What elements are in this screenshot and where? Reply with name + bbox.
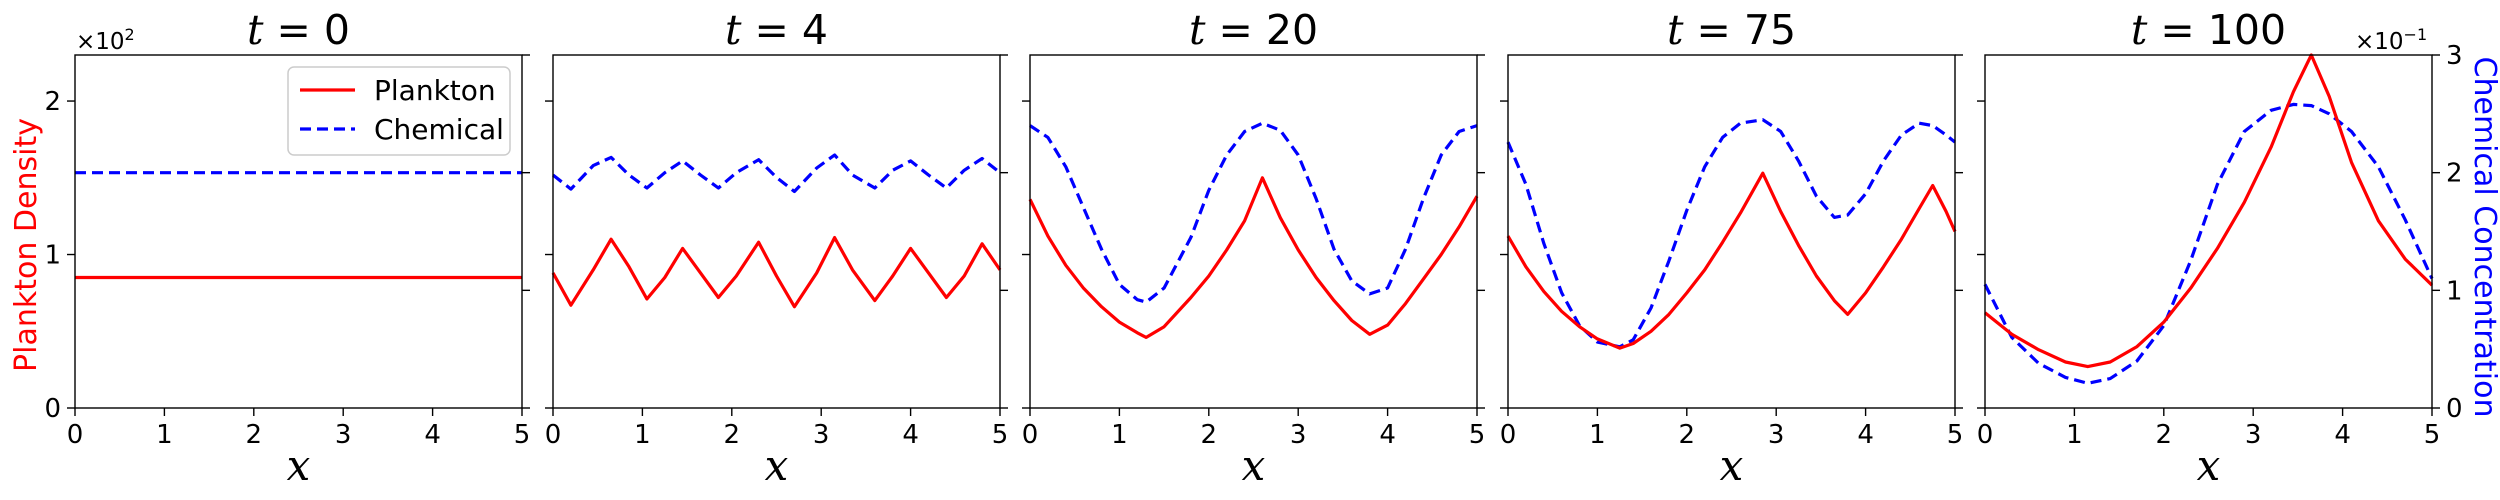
x-axis-label: x [765,441,789,490]
x-tick-label: 3 [813,420,830,450]
x-tick-label: 3 [1290,420,1307,450]
plankton-line [1028,176,1479,339]
legend-chemical-label: Chemical [374,113,504,146]
x-tick-label: 1 [1589,420,1606,450]
x-tick-label: 5 [1469,420,1486,450]
x-axis-label: x [287,441,311,490]
panel-title-0: t = 0 [247,6,350,54]
x-tick-label: 4 [1857,420,1874,450]
plankton-line [551,236,1002,309]
x-tick-label: 4 [424,420,441,450]
x-tick-label: 1 [156,420,173,450]
plankton-line [1983,53,2434,369]
panel-title-value: = 20 [1205,6,1318,54]
x-tick-label: 4 [902,420,919,450]
left-multiplier: ×102 [76,25,135,55]
axes-frame [74,54,523,409]
panel-3: t = 75 0 1 2 3 4 5 x [1500,6,1964,490]
right-y-tick-label: 0 [2446,394,2463,424]
panel-title-value: = 100 [2147,6,2286,54]
x-tick-label: 3 [2245,420,2262,450]
chemical-line [1506,118,1956,349]
chemical-line [552,153,1001,194]
x-tick-label: 5 [514,420,531,450]
x-tick-label: 1 [634,420,651,450]
panel-title-var: t [1667,6,1684,54]
right-y-tick-label: 2 [2446,159,2463,189]
x-tick-label: 2 [1201,420,1218,450]
x-tick-label: 4 [1379,420,1396,450]
panel-title-var: t [2131,6,2148,54]
x-tick-label: 5 [992,420,1009,450]
legend-plankton-label: Plankton [374,74,496,107]
panel-title-var: t [1189,6,1206,54]
x-tick-label: 3 [335,420,352,450]
x-tick-label: 0 [1977,420,1994,450]
x-axis-label: x [1242,441,1266,490]
panel-title-4: t = 100 [2131,6,2286,54]
right-multiplier: ×10−1 [2355,25,2427,55]
x-tick-label: 2 [2156,420,2173,450]
panel-title-var: t [725,6,742,54]
legend: Plankton Chemical [287,66,511,156]
right-y-tick-label: 1 [2446,276,2463,306]
axes-frame [1507,54,1956,409]
x-tick-label: 1 [1111,420,1128,450]
plankton-line [1506,171,1957,350]
left-multiplier-exp: 2 [125,25,135,44]
x-tick-label: 5 [2424,420,2441,450]
x-tick-label: 4 [2334,420,2351,450]
right-multiplier-exp: −1 [2404,25,2428,44]
x-tick-label: 1 [2066,420,2083,450]
right-axis-label: Chemical Concentration [2467,57,2500,418]
x-tick-label: 2 [724,420,741,450]
panel-title-1: t = 4 [725,6,828,54]
left-y-tick-label: 2 [44,87,61,117]
left-y-tick-label: 0 [44,394,61,424]
left-y-tick-label: 1 [44,241,61,271]
panel-2: t = 20 0 1 2 3 4 5 x [1022,6,1486,490]
x-tick-label: 0 [545,420,562,450]
chemical-line [1983,102,2434,385]
x-tick-label: 0 [67,420,84,450]
right-y-tick-label: 3 [2446,41,2463,71]
panel-title-value: = 75 [1683,6,1796,54]
panel-title-2: t = 20 [1189,6,1318,54]
chemical-line [1029,121,1478,304]
x-tick-label: 5 [1947,420,1964,450]
left-axis-label: Plankton Density [9,118,44,372]
x-axis-label: x [1720,441,1744,490]
panel-title-value: = 4 [741,6,828,54]
panel-1: t = 4 0 1 2 3 4 5 x [545,6,1009,490]
x-tick-label: 2 [246,420,263,450]
axes-frame [1029,54,1478,409]
panel-title-3: t = 75 [1667,6,1796,54]
axes-frame [1984,54,2433,409]
x-tick-label: 0 [1500,420,1517,450]
axes-frame [552,54,1001,409]
panel-title-value: = 0 [263,6,350,54]
panel-title-var: t [247,6,264,54]
x-axis-label: x [2197,441,2221,490]
x-tick-label: 2 [1679,420,1696,450]
x-tick-label: 3 [1768,420,1785,450]
x-tick-label: 0 [1022,420,1039,450]
